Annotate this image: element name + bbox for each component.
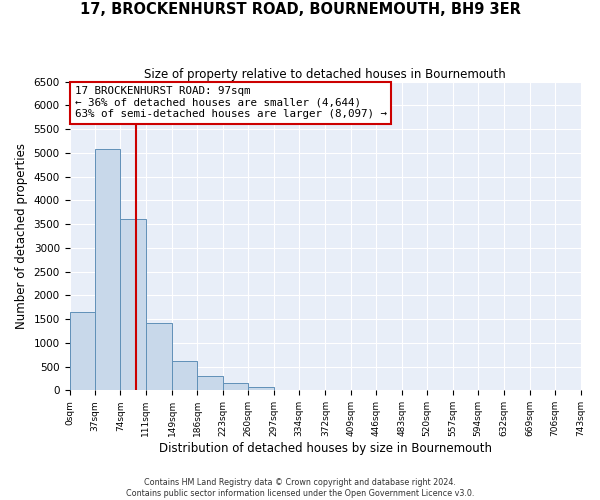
Y-axis label: Number of detached properties: Number of detached properties bbox=[15, 143, 28, 329]
Bar bbox=[248, 388, 274, 390]
Bar bbox=[121, 220, 146, 390]
Bar bbox=[70, 312, 95, 390]
Title: Size of property relative to detached houses in Bournemouth: Size of property relative to detached ho… bbox=[144, 68, 506, 80]
Bar bbox=[172, 361, 197, 390]
Text: 17, BROCKENHURST ROAD, BOURNEMOUTH, BH9 3ER: 17, BROCKENHURST ROAD, BOURNEMOUTH, BH9 … bbox=[80, 2, 520, 18]
X-axis label: Distribution of detached houses by size in Bournemouth: Distribution of detached houses by size … bbox=[158, 442, 491, 455]
Bar bbox=[223, 384, 248, 390]
Text: Contains HM Land Registry data © Crown copyright and database right 2024.
Contai: Contains HM Land Registry data © Crown c… bbox=[126, 478, 474, 498]
Bar bbox=[146, 322, 172, 390]
Bar bbox=[95, 150, 121, 390]
Text: 17 BROCKENHURST ROAD: 97sqm
← 36% of detached houses are smaller (4,644)
63% of : 17 BROCKENHURST ROAD: 97sqm ← 36% of det… bbox=[74, 86, 386, 120]
Bar bbox=[197, 376, 223, 390]
